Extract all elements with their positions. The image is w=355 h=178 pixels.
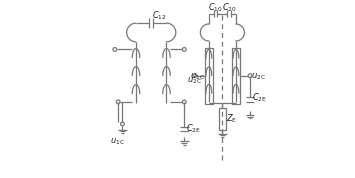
Text: $C_{2\rm E}$: $C_{2\rm E}$: [252, 91, 267, 104]
Bar: [232, 48, 240, 104]
Text: $C_{12}$: $C_{12}$: [152, 10, 167, 22]
Bar: [219, 108, 226, 130]
Text: $u_{2\rm C}$: $u_{2\rm C}$: [187, 75, 202, 86]
Text: $Z_{\rm E}$: $Z_{\rm E}$: [226, 113, 238, 125]
Text: $u_{1\rm C}$: $u_{1\rm C}$: [190, 71, 205, 82]
Bar: [205, 48, 213, 104]
Text: $C_{10}$: $C_{10}$: [208, 1, 223, 14]
Text: $u_{1\rm C}$: $u_{1\rm C}$: [110, 136, 125, 147]
Text: $C_{20}$: $C_{20}$: [222, 1, 236, 14]
Text: $C_{2\rm E}$: $C_{2\rm E}$: [186, 123, 201, 135]
Text: $u_{2\rm C}$: $u_{2\rm C}$: [251, 71, 266, 82]
